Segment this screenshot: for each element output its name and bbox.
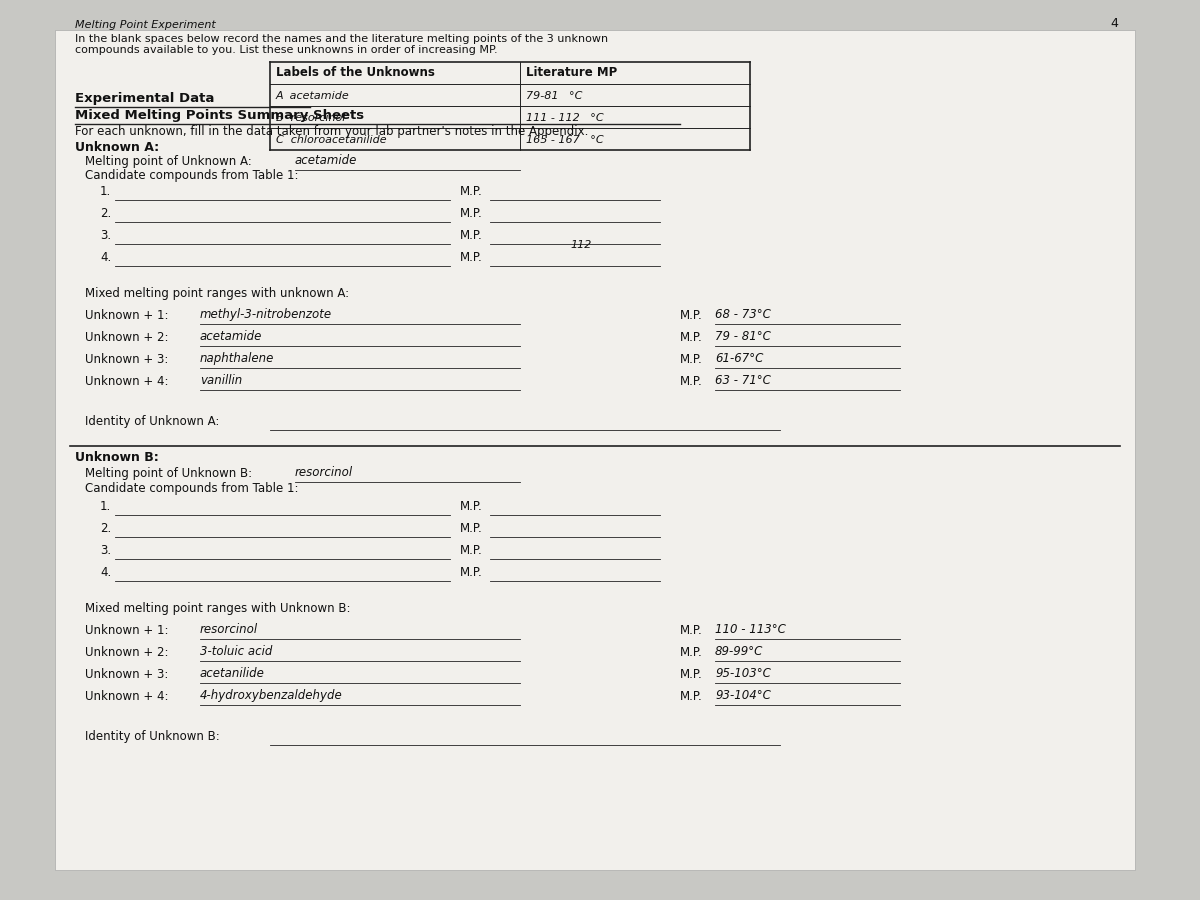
Text: M.P.: M.P.	[460, 207, 482, 220]
Text: Experimental Data: Experimental Data	[74, 92, 215, 105]
Text: 110 - 113°C: 110 - 113°C	[715, 623, 786, 636]
Text: M.P.: M.P.	[680, 375, 703, 388]
Text: 111 - 112   °C: 111 - 112 °C	[526, 113, 604, 123]
Text: Unknown + 3:: Unknown + 3:	[85, 668, 168, 681]
Text: M.P.: M.P.	[680, 331, 703, 344]
Text: acetanilide: acetanilide	[200, 667, 265, 680]
Text: Unknown + 2:: Unknown + 2:	[85, 646, 168, 659]
Text: resorcinol: resorcinol	[200, 623, 258, 636]
Text: 4-hydroxybenzaldehyde: 4-hydroxybenzaldehyde	[200, 689, 343, 702]
Text: M.P.: M.P.	[680, 309, 703, 322]
Text: Unknown + 1:: Unknown + 1:	[85, 624, 168, 637]
Text: acetamide: acetamide	[295, 154, 358, 167]
Text: Identity of Unknown B:: Identity of Unknown B:	[85, 730, 220, 743]
Text: 63 - 71°C: 63 - 71°C	[715, 374, 770, 387]
Text: 3.: 3.	[100, 544, 112, 557]
Text: 1.: 1.	[100, 185, 112, 198]
Text: naphthalene: naphthalene	[200, 352, 275, 365]
Text: 3.: 3.	[100, 229, 112, 242]
Text: acetamide: acetamide	[200, 330, 263, 343]
Text: M.P.: M.P.	[460, 566, 482, 579]
Text: A  acetamide: A acetamide	[276, 91, 349, 101]
Text: 4: 4	[1110, 17, 1118, 30]
Text: Unknown A:: Unknown A:	[74, 141, 160, 154]
Text: M.P.: M.P.	[460, 522, 482, 535]
Text: 2.: 2.	[100, 522, 112, 535]
FancyBboxPatch shape	[55, 30, 1135, 870]
Text: 95-103°C: 95-103°C	[715, 667, 770, 680]
Text: Melting point of Unknown A:: Melting point of Unknown A:	[85, 155, 252, 168]
Text: vanillin: vanillin	[200, 374, 242, 387]
Text: M.P.: M.P.	[680, 646, 703, 659]
Text: Candidate compounds from Table 1:: Candidate compounds from Table 1:	[85, 482, 299, 495]
Text: methyl-3-nitrobenzote: methyl-3-nitrobenzote	[200, 308, 332, 321]
Text: Unknown + 3:: Unknown + 3:	[85, 353, 168, 366]
Text: Unknown + 2:: Unknown + 2:	[85, 331, 168, 344]
Text: resorcinol: resorcinol	[295, 466, 353, 479]
Text: Melting Point Experiment: Melting Point Experiment	[74, 20, 216, 30]
Text: Labels of the Unknowns: Labels of the Unknowns	[276, 66, 434, 79]
Text: M.P.: M.P.	[460, 544, 482, 557]
Text: Melting point of Unknown B:: Melting point of Unknown B:	[85, 467, 252, 480]
Text: 61-67°C: 61-67°C	[715, 352, 763, 365]
Text: 4.: 4.	[100, 566, 112, 579]
Text: 3-toluic acid: 3-toluic acid	[200, 645, 272, 658]
Text: M.P.: M.P.	[460, 229, 482, 242]
Text: 79 - 81°C: 79 - 81°C	[715, 330, 770, 343]
Text: 89-99°C: 89-99°C	[715, 645, 763, 658]
Text: B  resorcinol: B resorcinol	[276, 113, 346, 123]
Text: 112: 112	[570, 240, 592, 250]
Text: M.P.: M.P.	[680, 690, 703, 703]
Text: Unknown + 4:: Unknown + 4:	[85, 375, 168, 388]
Text: Unknown B:: Unknown B:	[74, 451, 158, 464]
Text: 2.: 2.	[100, 207, 112, 220]
Text: 93-104°C: 93-104°C	[715, 689, 770, 702]
Text: M.P.: M.P.	[460, 251, 482, 264]
Text: 79-81   °C: 79-81 °C	[526, 91, 582, 101]
Text: 68 - 73°C: 68 - 73°C	[715, 308, 770, 321]
Text: Mixed melting point ranges with unknown A:: Mixed melting point ranges with unknown …	[85, 287, 349, 300]
Text: M.P.: M.P.	[460, 500, 482, 513]
Text: M.P.: M.P.	[680, 668, 703, 681]
Text: For each unknown, fill in the data taken from your lab partner's notes in the Ap: For each unknown, fill in the data taken…	[74, 125, 588, 138]
Text: C  chloroacetanilide: C chloroacetanilide	[276, 135, 386, 145]
Text: Unknown + 1:: Unknown + 1:	[85, 309, 168, 322]
Text: Candidate compounds from Table 1:: Candidate compounds from Table 1:	[85, 169, 299, 182]
Text: Literature MP: Literature MP	[526, 66, 617, 79]
Text: Mixed Melting Points Summary Sheets: Mixed Melting Points Summary Sheets	[74, 109, 364, 122]
Text: M.P.: M.P.	[680, 624, 703, 637]
Text: In the blank spaces below record the names and the literature melting points of : In the blank spaces below record the nam…	[74, 34, 608, 44]
Text: compounds available to you. List these unknowns in order of increasing MP.: compounds available to you. List these u…	[74, 45, 498, 55]
Text: Mixed melting point ranges with Unknown B:: Mixed melting point ranges with Unknown …	[85, 602, 350, 615]
Text: 165 - 167   °C: 165 - 167 °C	[526, 135, 604, 145]
Text: M.P.: M.P.	[680, 353, 703, 366]
Text: M.P.: M.P.	[460, 185, 482, 198]
Text: 4.: 4.	[100, 251, 112, 264]
Text: Unknown + 4:: Unknown + 4:	[85, 690, 168, 703]
Text: Identity of Unknown A:: Identity of Unknown A:	[85, 415, 220, 428]
Text: 1.: 1.	[100, 500, 112, 513]
